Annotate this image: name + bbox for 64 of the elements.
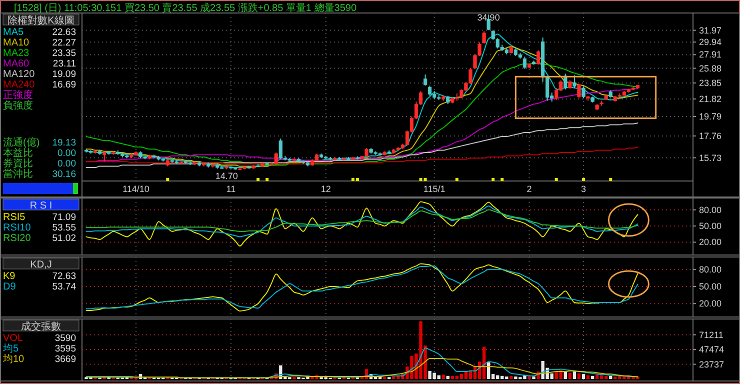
y-tick-label: 80.00 [699,204,722,215]
text: 51.02 [52,233,76,244]
x-tick-label: 2 [526,184,532,194]
y-tick-label: 80.00 [699,264,722,274]
chart-title: 成交張數 [21,320,61,332]
text: 券資比 0.00 [3,158,76,170]
text: 23.11 [52,58,76,70]
text: 均5 [2,342,19,354]
y-tick-label: 15.73 [699,152,722,163]
text: 23.35 [52,48,76,59]
text: 3669 [54,354,76,365]
text: 3590 [54,333,76,344]
y-tick-label: 21.82 [699,94,722,104]
x-tick-label: 115/1 [423,184,446,194]
text: 22.63 [52,27,76,38]
y-tick-label: 50.00 [699,221,722,231]
text: MA5 [3,27,24,38]
y-tick-label: 31.97 [699,25,722,36]
text: K9 [3,271,16,282]
y-tick-label: 23737 [699,359,724,370]
text: VOL [3,333,24,344]
text: MA10 [3,38,30,48]
text: 71.09 [52,212,76,223]
x-tick-label: 11 [226,184,236,194]
y-tick-label: 25.88 [699,63,722,74]
text: RSI20 [3,233,32,244]
y-tick-label: 71211 [699,330,724,340]
text: MA120 [3,69,36,80]
y-tick-label: 20.00 [699,298,722,309]
y-tick-label: 17.76 [699,130,722,141]
text: 當沖比 30.16 [3,169,76,180]
annotation: 14.70 [215,170,238,181]
y-tick-label: 47474 [699,344,724,355]
text: RSI10 [3,222,32,234]
y-tick-label: 50.00 [699,282,722,292]
text: RSI5 [3,212,26,223]
y-tick-label: 29.94 [699,37,722,48]
text: 均10 [2,353,25,365]
text: 正強度 [3,89,33,101]
chart-title: [1528] (日) 11:05:30.151 買23.50 賣23.55 成23.55 漲跌+0.85 單量1 總量3590 [14,2,357,14]
text: 19.09 [52,69,76,80]
text: 本益比 0.00 [3,148,76,159]
text: 53.74 [52,282,76,292]
x-tick-label: 114/10 [122,184,150,194]
text: MA23 [3,48,30,59]
y-tick-label: 23.85 [699,78,722,88]
text: 負強度 [3,100,33,112]
x-tick-label: 3 [580,184,586,194]
y-tick-label: 20.00 [699,237,722,248]
text: 3595 [54,344,76,354]
chart-title: R S I [30,200,52,212]
text: 流通(億) 19.13 [3,138,76,148]
text: 53.55 [52,222,76,234]
x-tick-label: 12 [320,184,331,194]
chart-subtitle: 除權對數K線圖 [8,14,74,26]
y-tick-label: 27.91 [699,50,722,60]
text: 16.69 [52,80,76,90]
y-tick-label: 19.79 [699,111,722,122]
text: MA240 [3,80,36,90]
text: 22.27 [52,38,76,48]
text: MA60 [3,58,30,70]
chart-title: KD,J [30,260,52,270]
text: D9 [3,282,16,292]
text: 72.63 [52,271,76,282]
